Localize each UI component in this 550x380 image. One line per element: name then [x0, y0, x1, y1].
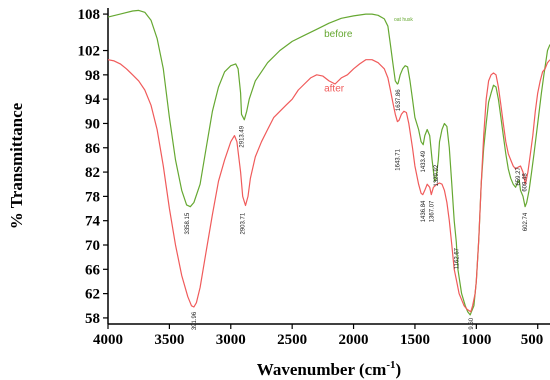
- y-tick-group: 58 62 66 70 74 78 82 86 90 94 98 102 108: [78, 7, 108, 327]
- peak-label: 9.60: [469, 317, 475, 329]
- y-tick-label: 78: [85, 189, 100, 205]
- peak-label: 3358.15: [185, 212, 191, 234]
- x-tick-label: 3500: [154, 332, 184, 348]
- corner-note: oat husk: [394, 17, 413, 23]
- y-tick-label: 70: [85, 238, 100, 254]
- y-tick-label: 90: [85, 116, 100, 132]
- x-axis-title-superscript: -1: [386, 359, 395, 371]
- x-tick-label: 1000: [461, 332, 491, 348]
- y-tick-label: 62: [85, 287, 100, 303]
- series-line-after: [107, 59, 550, 313]
- y-tick-label: 58: [85, 311, 100, 327]
- peak-label: 1367.07: [429, 200, 435, 222]
- x-tick-label: 1500: [400, 332, 430, 348]
- peak-label: 1637.86: [396, 89, 402, 111]
- y-tick-label: 102: [78, 44, 101, 60]
- y-tick-label: 98: [85, 68, 100, 84]
- peak-label: 659.27: [516, 167, 522, 186]
- series-lines: [107, 9, 550, 316]
- y-tick-label: 94: [85, 92, 101, 108]
- peak-label: 1436.84: [421, 200, 427, 222]
- peak-label: 1329.92: [434, 164, 440, 186]
- x-tick-label: 3000: [216, 332, 246, 348]
- x-axis-title: Wavenumber (cm-1): [257, 359, 401, 379]
- peak-label: 1643.71: [395, 148, 401, 170]
- x-tick-label: 4000: [93, 332, 123, 348]
- peak-label: 2903.71: [241, 212, 247, 234]
- series-labels: before after: [324, 29, 353, 94]
- peak-label: 1162.67: [454, 247, 460, 269]
- x-tick-group: 4000 3500 3000 2500 2000 1500 1000 500: [93, 324, 543, 348]
- peak-labels: 3358.15 391.96 2913.49 2903.71 1637.86 1643.7…: [185, 89, 529, 330]
- plot-frame: [107, 8, 550, 325]
- y-tick-label: 86: [85, 141, 101, 157]
- series-label-after: after: [324, 83, 345, 94]
- x-axis-title-main: Wavenumber (cm: [257, 360, 387, 379]
- x-tick-label: 2500: [277, 332, 307, 348]
- series-label-before: before: [324, 29, 353, 40]
- y-axis-title: % Transmittance: [7, 102, 26, 229]
- peak-label: 2913.49: [240, 125, 246, 147]
- x-axis-title-tail: ): [396, 360, 402, 379]
- y-tick-label: 82: [85, 165, 100, 181]
- series-line-before: [107, 9, 550, 316]
- peak-label: 602.74: [523, 212, 529, 231]
- x-tick-label: 500: [521, 332, 544, 348]
- y-tick-label: 108: [78, 7, 101, 23]
- peak-label: 609.48: [522, 173, 528, 192]
- x-tick-label: 2000: [339, 332, 369, 348]
- y-tick-label: 66: [85, 262, 101, 278]
- peak-label: 1433.49: [421, 150, 427, 172]
- peak-label: 391.96: [192, 311, 198, 330]
- y-tick-label: 74: [85, 214, 101, 230]
